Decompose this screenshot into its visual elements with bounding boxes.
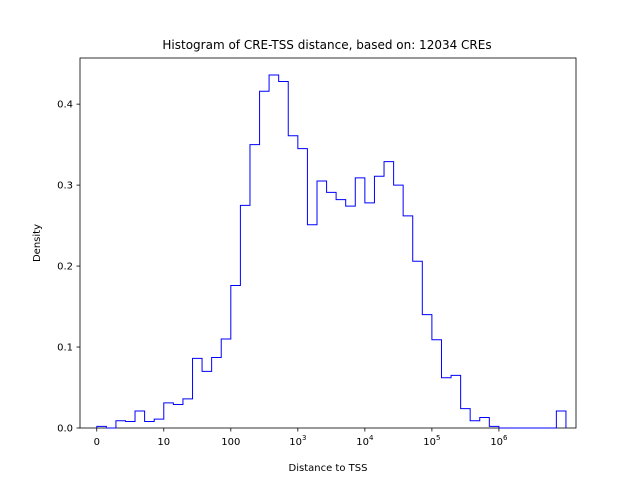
x-tick-exponent: 6 [503, 434, 508, 442]
x-tick-label: 104 [356, 434, 374, 448]
x-tick-label: 10 [157, 437, 170, 448]
x-tick-exponent: 4 [369, 434, 374, 442]
plot-area [79, 57, 577, 429]
y-tick-label: 0.0 [57, 424, 73, 435]
chart-title: Histogram of CRE-TSS distance, based on:… [162, 38, 491, 52]
x-tick-label: 0 [94, 437, 100, 448]
y-tick-label: 0.3 [57, 181, 73, 192]
x-tick-label: 105 [423, 434, 440, 448]
y-axis: 0.0 0.1 0.2 0.3 0.4 [57, 100, 80, 435]
x-tick-exponent: 3 [302, 434, 306, 442]
y-tick-label: 0.1 [57, 343, 73, 354]
x-axis: 0 10 100 103 104 105 106 [94, 428, 508, 448]
x-tick-label: 106 [490, 434, 508, 448]
plot-frame [79, 57, 577, 429]
histogram-step-line [96, 74, 567, 429]
y-tick-label: 0.4 [57, 100, 73, 111]
x-axis-label: Distance to TSS [289, 463, 368, 474]
x-tick-exponent: 5 [436, 434, 440, 442]
y-tick-label: 0.2 [57, 262, 73, 273]
x-tick-label: 100 [221, 437, 240, 448]
y-axis-label: Density [32, 224, 43, 262]
x-tick-label: 103 [289, 434, 306, 448]
